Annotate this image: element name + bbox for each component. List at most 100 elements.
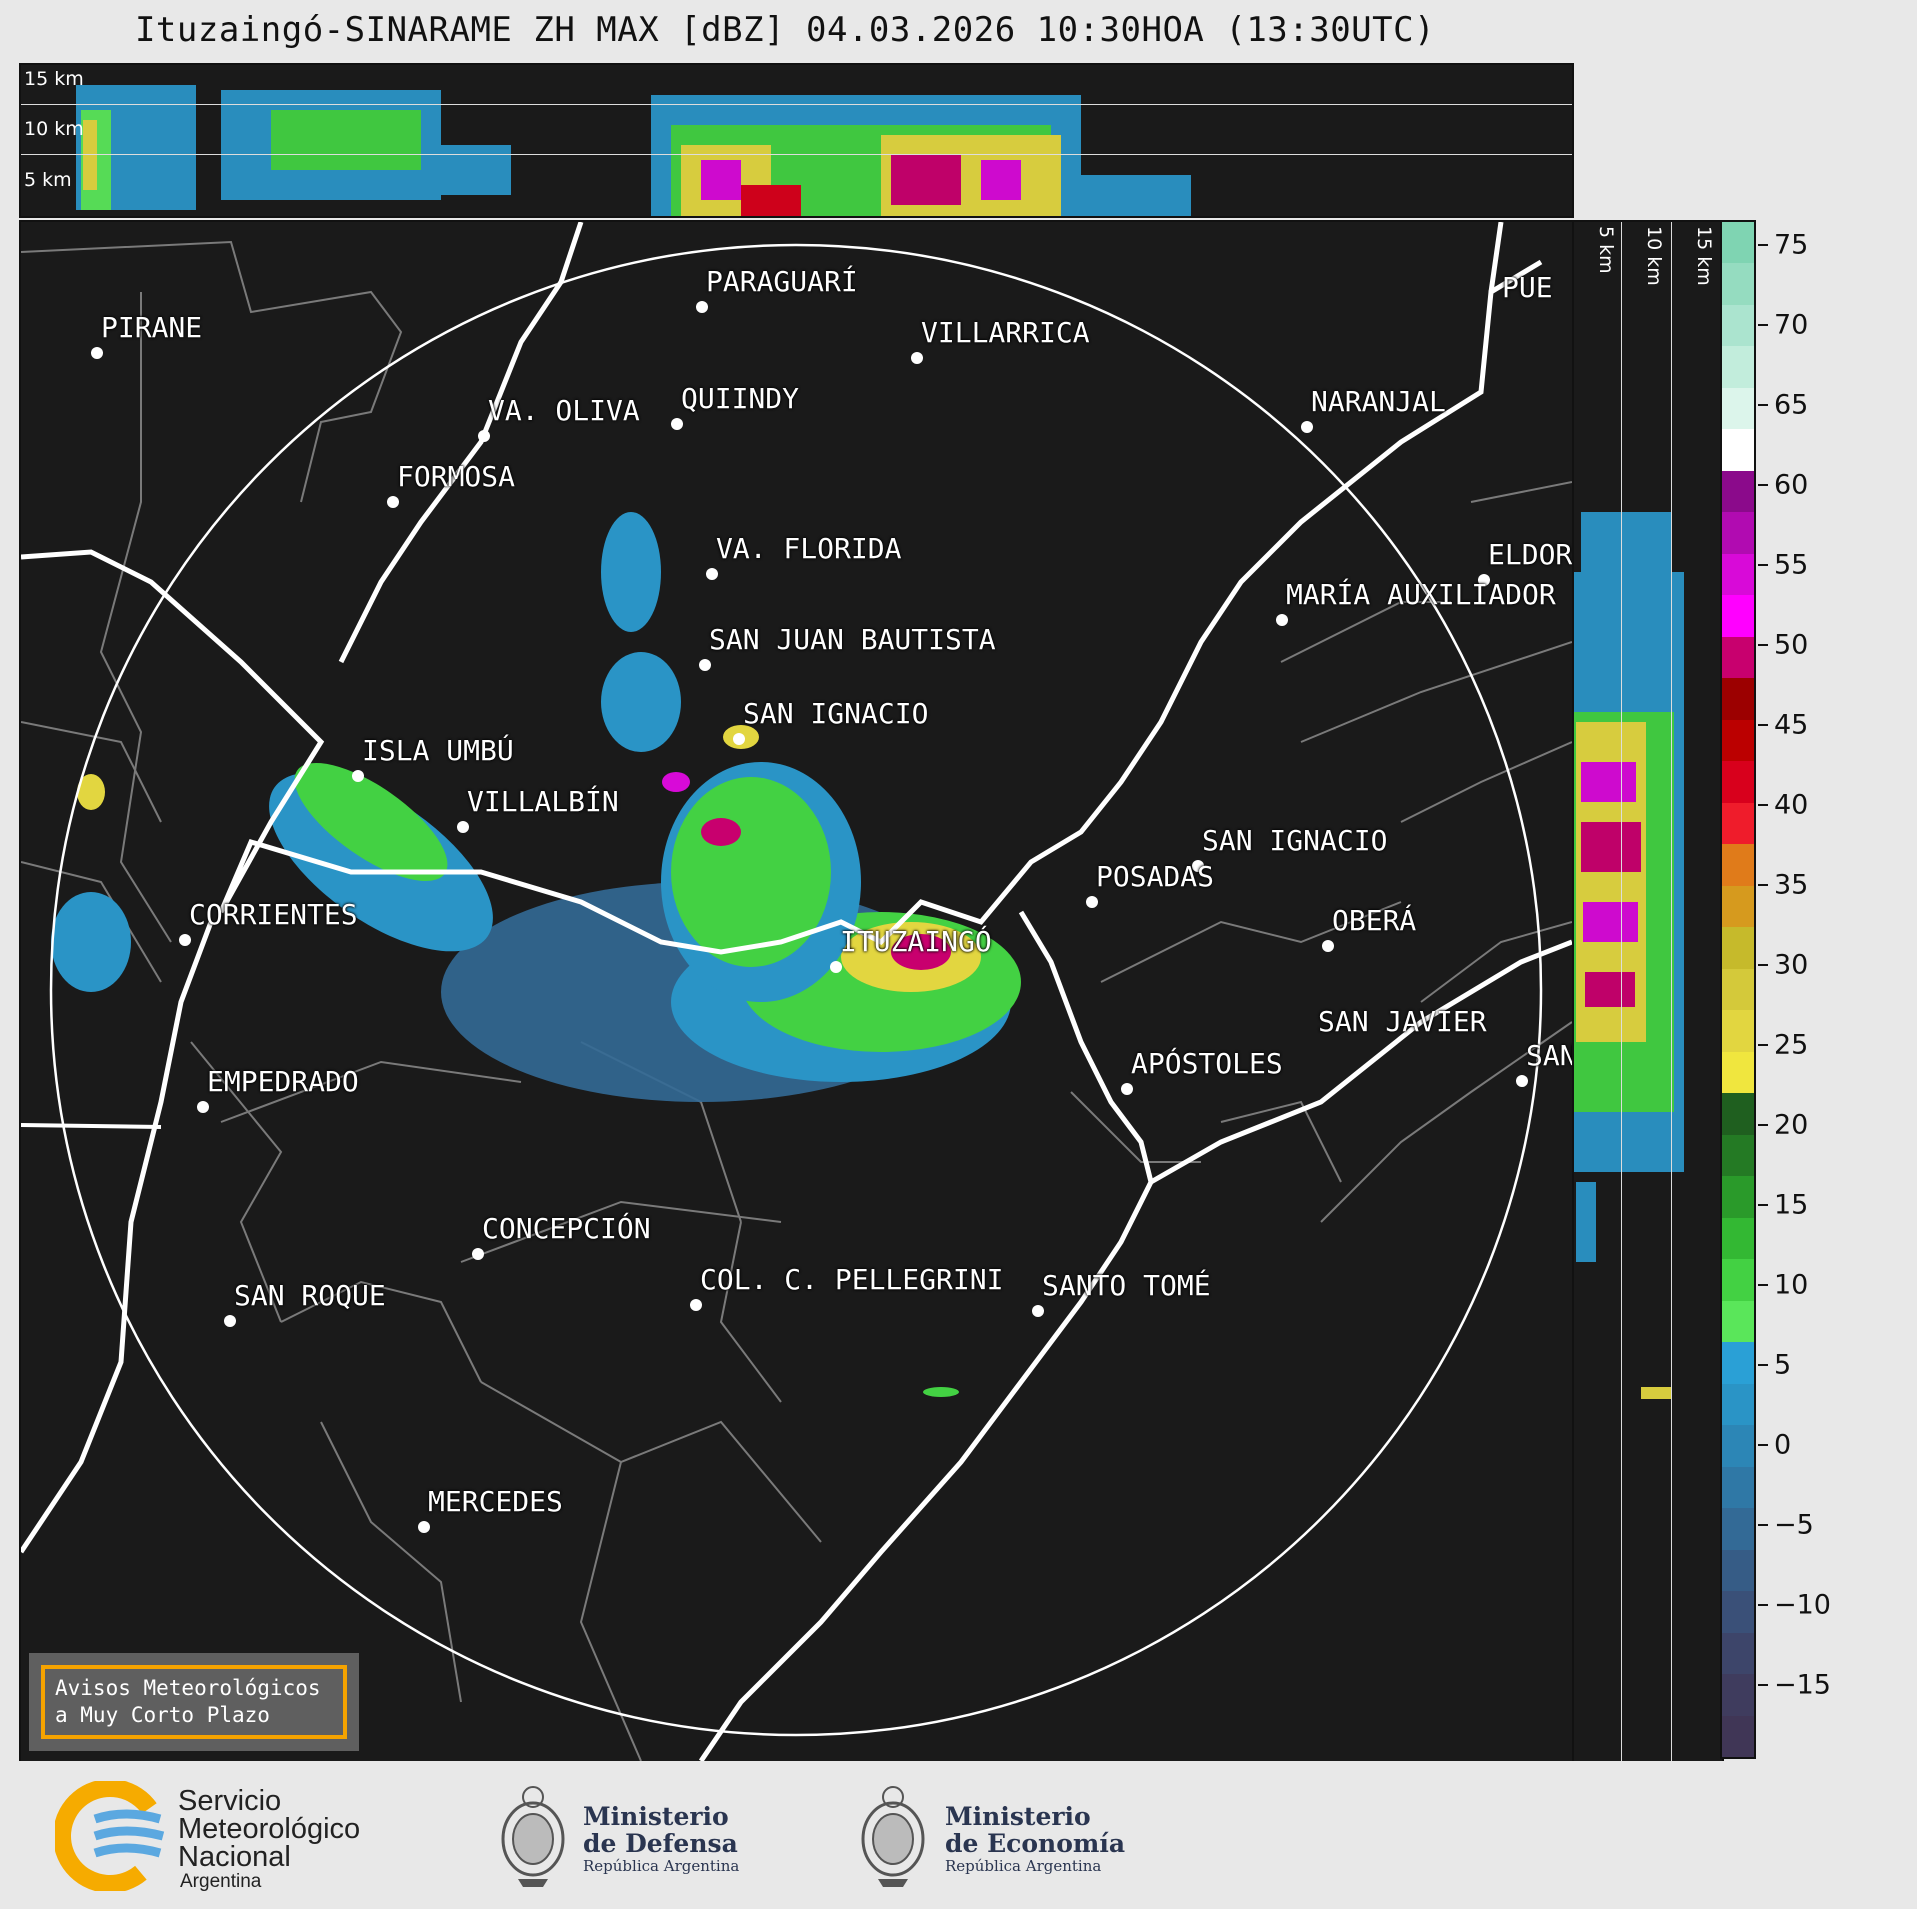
warning-box[interactable]: Avisos Meteorológicos a Muy Corto Plazo [29, 1653, 359, 1751]
alt-15km-label: 15 km [24, 68, 84, 90]
colorbar-tick-label: 50 [1774, 629, 1809, 661]
city-marker: EMPEDRADO [197, 1065, 359, 1113]
colorbar-segment [1722, 1217, 1754, 1261]
top-echo-cross-section [76, 85, 1191, 216]
range-ring [49, 243, 1543, 1737]
colorbar-tick-label: 60 [1774, 469, 1809, 501]
colorbar-tick-label: 30 [1774, 949, 1809, 981]
colorbar-segment [1722, 1342, 1754, 1385]
side-height-panel: 5 km 10 km 15 km [1569, 220, 1724, 1763]
colorbar-segment [1722, 1051, 1754, 1095]
colorbar-segment [1722, 1508, 1754, 1551]
city-marker: MERCEDES [418, 1485, 563, 1533]
city-marker: ISLA UMBÚ [352, 734, 514, 782]
city-marker: VILLARRICA [911, 316, 1090, 364]
city-marker: PIRANE [91, 311, 202, 359]
colorbar-segment [1722, 1093, 1754, 1136]
city-marker: NARANJAL [1301, 385, 1446, 433]
colorbar-tick-label: 55 [1774, 549, 1809, 581]
colorbar-tick [1758, 1284, 1768, 1286]
map-canvas [21, 222, 1572, 1761]
colorbar-segment [1722, 1176, 1754, 1219]
city-marker: APÓSTOLES [1121, 1047, 1283, 1095]
colorbar-tick [1758, 564, 1768, 566]
colorbar-segment [1722, 1466, 1754, 1510]
colorbar-segment [1722, 512, 1754, 555]
colorbar-tick [1758, 324, 1768, 326]
page-title: Ituzaingó-SINARAME ZH MAX [dBZ] 04.03.20… [134, 10, 1436, 50]
city-marker: SANTO TOMÉ [1032, 1269, 1211, 1317]
smn-logo-icon [55, 1781, 167, 1891]
side-alt-10km-label: 10 km [1643, 226, 1665, 286]
colorbar-segment [1722, 346, 1754, 389]
colorbar-segment [1722, 222, 1754, 265]
alt-5km-label: 5 km [24, 169, 72, 191]
colorbar-tick [1758, 244, 1768, 246]
colorbar-segment [1722, 844, 1754, 887]
colorbar-tick-label: −15 [1774, 1669, 1831, 1701]
colorbar-tick-label: 70 [1774, 309, 1809, 341]
colorbar-tick-label: 0 [1774, 1429, 1792, 1461]
city-marker: SAN [1516, 1039, 1572, 1087]
colorbar-segment [1722, 1674, 1754, 1717]
radar-map[interactable]: PARAGUARÍ VILLARRICA PIRANE QUIINDY VA. … [19, 220, 1574, 1763]
city-marker: VILLALBÍN [457, 785, 619, 833]
colorbar-tick-label: 15 [1774, 1189, 1809, 1221]
colorbar-tick-label: −5 [1774, 1509, 1814, 1541]
colorbar-tick [1758, 804, 1768, 806]
warning-line1: Avisos Meteorológicos [55, 1676, 321, 1700]
colorbar-tick [1758, 1124, 1768, 1126]
economia-logo-text: Ministerio de Economía República Argenti… [945, 1802, 1126, 1875]
colorbar-segment [1722, 1549, 1754, 1593]
city-marker: PARAGUARÍ [696, 265, 858, 313]
colorbar-tick [1758, 1044, 1768, 1046]
colorbar-tick [1758, 884, 1768, 886]
colorbar-segment [1722, 802, 1754, 846]
colorbar-tick [1758, 1524, 1768, 1526]
radar-echoes [51, 512, 1021, 1397]
colorbar-segment [1722, 1300, 1754, 1344]
colorbar-tick [1758, 484, 1768, 486]
colorbar-tick [1758, 1444, 1768, 1446]
side-alt-5km-label: 5 km [1595, 226, 1617, 274]
defensa-logo-text: Ministerio de Defensa República Argentin… [583, 1802, 740, 1875]
city-marker: QUIINDY [671, 382, 799, 430]
colorbar-segment [1722, 927, 1754, 970]
colorbar-segment [1722, 470, 1754, 514]
city-marker: ITUZAINGÓ [830, 925, 992, 973]
colorbar-segment [1722, 263, 1754, 306]
colorbar-segment [1722, 429, 1754, 472]
colorbar-tick-label: 65 [1774, 389, 1809, 421]
colorbar-segment [1722, 1425, 1754, 1468]
city-marker: VA. OLIVA [478, 394, 640, 442]
city-marker: SAN JAVIER [1318, 1005, 1487, 1038]
colorbar-segment [1722, 636, 1754, 680]
colorbar-tick-label: 75 [1774, 229, 1809, 261]
colorbar-tick-label: 45 [1774, 709, 1809, 741]
city-marker: OBERÁ [1322, 904, 1416, 952]
city-marker: MARÍA AUXILIADOR [1276, 578, 1556, 626]
colorbar-segment [1722, 761, 1754, 804]
dbz-colorbar [1720, 220, 1756, 1759]
colorbar-segment [1722, 1591, 1754, 1634]
city-marker: SAN IGNACIO [1192, 824, 1387, 872]
colorbar-segment [1722, 387, 1754, 431]
defensa-seal-icon [501, 1786, 565, 1887]
colorbar-tick [1758, 1604, 1768, 1606]
colorbar-tick-label: 5 [1774, 1349, 1792, 1381]
colorbar-segment [1722, 885, 1754, 929]
colorbar-tick [1758, 1204, 1768, 1206]
city-marker: SAN IGNACIO [733, 697, 928, 745]
colorbar-tick [1758, 644, 1768, 646]
city-marker: CORRIENTES [179, 898, 358, 946]
colorbar-segment [1722, 719, 1754, 763]
colorbar-tick [1758, 724, 1768, 726]
city-marker: FORMOSA [387, 460, 515, 508]
colorbar-tick-label: 10 [1774, 1269, 1809, 1301]
colorbar-tick [1758, 404, 1768, 406]
colorbar-segment [1722, 1383, 1754, 1427]
colorbar-tick-label: 20 [1774, 1109, 1809, 1141]
colorbar-tick [1758, 1684, 1768, 1686]
colorbar-segment [1722, 1134, 1754, 1178]
city-marker: SAN JUAN BAUTISTA [699, 623, 996, 671]
